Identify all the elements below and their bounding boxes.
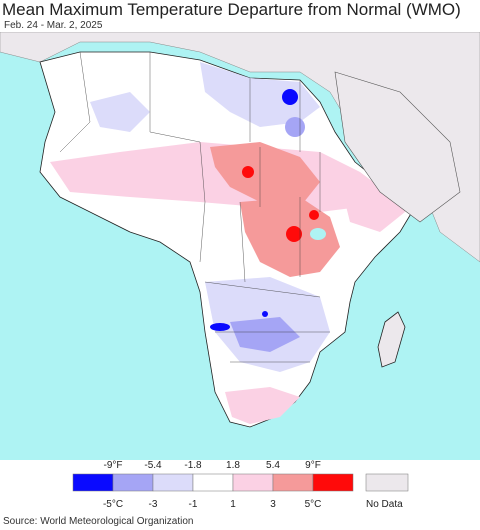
legend-f-label-4: 5.4 [266, 460, 280, 471]
central-warm-core [210, 142, 320, 207]
sahara-cool-zone [200, 62, 320, 127]
legend-f-label-5: 9°F [305, 460, 321, 471]
chad-hot-spot [242, 166, 254, 178]
legend-bin-3 [192, 473, 234, 492]
legend: -9°F -5.4 -1.8 1.8 5.4 9°F -5°C -3 -1 1 3 5°C No D… [72, 460, 409, 510]
legend-c-label-5: 5°C [305, 499, 322, 510]
legend-bin-1 [112, 473, 154, 492]
source-credit: Source: World Meteorological Organizatio… [3, 516, 194, 527]
arabian-peninsula [334, 71, 461, 223]
botswana-cold-spot [262, 311, 268, 317]
great-lakes-hot-spot-2 [309, 210, 319, 220]
south-africa-warm [225, 387, 300, 424]
legend-f-label-3: 1.8 [226, 460, 240, 471]
legend-color-bins [72, 473, 354, 492]
legend-c-label-2: -1 [189, 499, 198, 510]
legend-no-data-label: No Data [366, 499, 403, 510]
legend-c-label-4: 3 [270, 499, 276, 510]
legend-bin-4 [232, 473, 274, 492]
southern-africa-cool-core [230, 317, 300, 352]
lake-victoria [310, 228, 326, 240]
legend-f-label-0: -9°F [104, 460, 123, 471]
angola-cold-spot [210, 323, 230, 331]
legend-bin-2 [152, 473, 194, 492]
map-title: Mean Maximum Temperature Departure from … [2, 0, 461, 19]
egypt-cold-spot [282, 89, 298, 105]
great-lakes-hot-spot-1 [286, 226, 302, 242]
legend-bin-5 [272, 473, 314, 492]
legend-f-label-2: -1.8 [184, 460, 202, 471]
africa-map [0, 32, 480, 460]
legend-fahrenheit-labels: -9°F -5.4 -1.8 1.8 5.4 9°F [104, 460, 321, 471]
madagascar [377, 311, 406, 368]
legend-celsius-labels: -5°C -3 -1 1 3 5°C [103, 499, 321, 510]
legend-c-label-0: -5°C [103, 499, 123, 510]
legend-c-label-1: -3 [149, 499, 158, 510]
libya-cool-spot [285, 117, 305, 137]
date-range: Feb. 24 - Mar. 2, 2025 [4, 20, 103, 31]
legend-no-data-swatch [365, 473, 409, 492]
legend-f-label-1: -5.4 [144, 460, 162, 471]
legend-bin-6 [312, 473, 354, 492]
legend-c-label-3: 1 [230, 499, 236, 510]
west-africa-cool [90, 92, 150, 132]
legend-bin-0 [72, 473, 114, 492]
country-borders [59, 51, 330, 363]
